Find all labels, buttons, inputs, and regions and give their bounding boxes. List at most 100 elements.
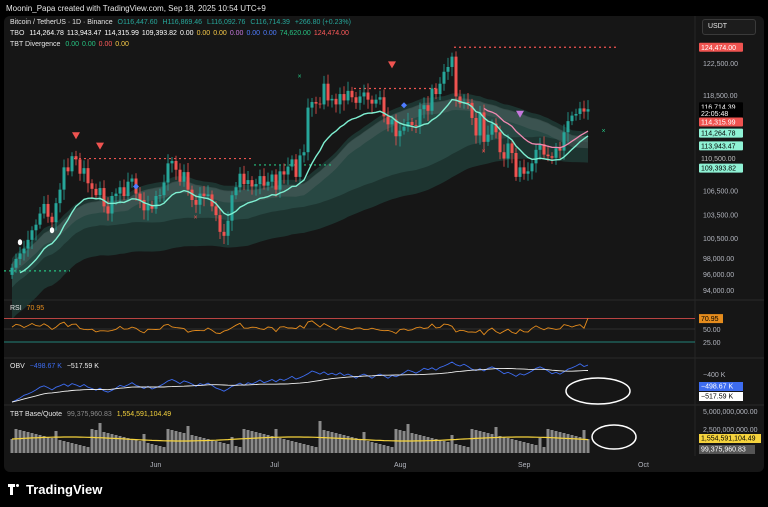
candle-129 <box>526 162 530 181</box>
volume-label[interactable]: TBT Base/Quote <box>10 411 63 418</box>
price-tick-label-0: 122,500.00 <box>703 61 738 68</box>
legend-rsi-row[interactable]: RSI 70.95 <box>10 305 47 312</box>
candle-60 <box>250 176 254 195</box>
candle-64 <box>266 172 270 191</box>
volume-bar-140 <box>570 435 574 453</box>
volume-bar-70 <box>290 441 294 453</box>
candle-body <box>282 171 286 175</box>
candle-body <box>358 96 362 103</box>
candle-66 <box>274 169 278 197</box>
volume-bar-144 <box>586 439 590 453</box>
candle-body <box>62 167 66 190</box>
obv-label[interactable]: OBV <box>10 363 25 370</box>
volume-bar-2 <box>18 430 22 453</box>
candle-34 <box>146 195 150 221</box>
volume-bar-56 <box>234 446 238 453</box>
candle-49 <box>206 185 210 200</box>
volume-bar-98 <box>402 431 406 453</box>
volume-bar-142 <box>578 437 582 453</box>
candle-3 <box>22 240 26 261</box>
legend-tbo-row[interactable]: TBO 114,264.78 113,943.47 114,315.99 109,39… <box>10 30 352 37</box>
candle-body <box>566 121 570 133</box>
volume-bar-1 <box>14 429 18 453</box>
tbt-divergence-label[interactable]: TBT Divergence <box>10 41 61 48</box>
price-badge-bg-6 <box>699 154 743 164</box>
signal-dot-9 <box>17 239 23 246</box>
candle-124 <box>506 134 510 168</box>
candle-71 <box>294 154 298 182</box>
volume-bar-119 <box>486 433 490 453</box>
candle-body <box>446 66 450 72</box>
volume-bar-91 <box>374 443 378 453</box>
tbo-value-1: 114,264.78 <box>29 30 64 37</box>
tbo-value-7: 0.00 <box>213 30 227 37</box>
candle-133 <box>542 136 546 159</box>
volume-bar-68 <box>282 439 286 453</box>
volume-badge-2-bg <box>699 445 755 454</box>
volume-bar-89 <box>366 441 370 453</box>
volume-bar-90 <box>370 442 374 453</box>
candle-30 <box>130 174 134 188</box>
symbol-name[interactable]: Bitcoin / TetherUS · 1D · Binance <box>10 19 113 26</box>
ohlc-high: H116,869.46 <box>162 19 203 26</box>
candle-body <box>270 174 274 182</box>
rsi-value: 70.95 <box>26 305 45 312</box>
volume-bar-48 <box>202 438 206 453</box>
legend-tbt-divergence-row[interactable]: TBT Divergence 0.00 0.00 0.00 0.00 <box>10 41 132 48</box>
candle-70 <box>290 155 294 171</box>
obv-badge-1: −498.67 K <box>701 384 733 391</box>
candle-body <box>378 97 382 100</box>
volume-badge-1: 1,554,591,104.49 <box>701 436 756 443</box>
rsi-label[interactable]: RSI <box>10 305 22 312</box>
candle-body <box>246 180 250 185</box>
chart-canvas[interactable]: × × × × 122,500.00 118,500.00 110,500.00 106,50… <box>4 16 764 472</box>
volume-bar-17 <box>78 445 82 453</box>
candle-15 <box>70 152 74 177</box>
signal-dot-10 <box>49 227 55 234</box>
volume-bar-27 <box>118 436 122 453</box>
signal-cross-8: × <box>482 149 486 156</box>
volume-ma-line <box>11 436 589 442</box>
candle-body <box>406 121 410 127</box>
tbo-value-6: 0.00 <box>196 30 211 37</box>
candle-body <box>18 253 22 259</box>
hand-drawn-circle-obv <box>565 377 631 405</box>
candle-body <box>90 183 94 189</box>
candle-body <box>238 173 242 188</box>
legend-obv-row[interactable]: OBV −498.67 K −517.59 K <box>10 363 102 370</box>
volume-bar-51 <box>214 441 218 453</box>
candle-body <box>174 160 178 170</box>
candle-body <box>538 144 542 150</box>
volume-bar-79 <box>326 431 330 453</box>
candle-body <box>118 187 122 194</box>
volume-bar-111 <box>454 444 458 453</box>
candle-132 <box>538 137 542 161</box>
tbo-value-3: 114,315.99 <box>104 30 139 37</box>
legend-volume-row[interactable]: TBT Base/Quote 99,375,960.83 1,554,591,1… <box>10 411 174 418</box>
candle-42 <box>178 163 182 186</box>
candle-body <box>170 160 174 164</box>
candle-17 <box>78 152 82 181</box>
candle-body <box>22 248 26 254</box>
tbo-label[interactable]: TBO <box>10 30 25 37</box>
candle-21 <box>94 183 98 200</box>
volume-bar-84 <box>346 436 350 453</box>
volume-bar-4 <box>26 432 30 453</box>
volume-bar-36 <box>154 445 158 453</box>
candle-body <box>102 188 106 207</box>
tbo-value-5: 0.00 <box>179 30 194 37</box>
candle-body <box>422 105 426 110</box>
tbo-value-8: 0.00 <box>229 30 244 37</box>
volume-bar-33 <box>142 434 146 453</box>
candle-140 <box>570 111 574 126</box>
ohlc-change: +266.80 (+0.23%) <box>294 19 351 26</box>
chart-panel[interactable]: × × × × 122,500.00 118,500.00 110,500.00 106,50… <box>4 16 764 472</box>
candle-body <box>294 159 298 177</box>
currency-selector[interactable]: USDT <box>702 19 756 35</box>
signal-cross-7: × <box>194 215 198 222</box>
candle-54 <box>226 211 230 245</box>
tbt-divergence-value-3: 0.00 <box>98 41 113 48</box>
volume-bar-116 <box>474 430 478 453</box>
obv-badge-2: −517.59 K <box>701 394 733 401</box>
